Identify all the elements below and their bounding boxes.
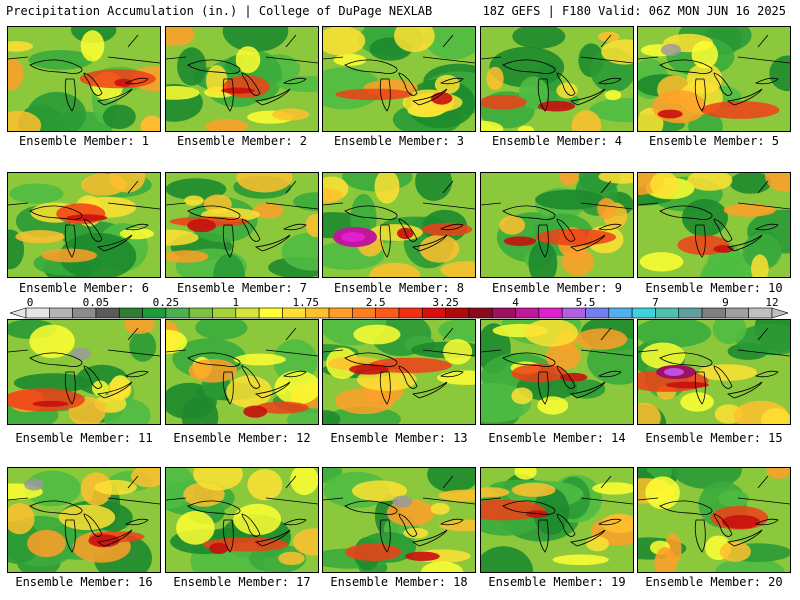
colorbar-tick-label: 0 bbox=[27, 296, 34, 309]
ensemble-member-label: Ensemble Member: 6 bbox=[18, 281, 150, 295]
colorbar-swatch bbox=[188, 307, 213, 319]
colorbar-swatch bbox=[375, 307, 400, 319]
colorbar-tick-label: 3.25 bbox=[432, 296, 459, 309]
ensemble-member-map bbox=[7, 172, 161, 278]
ensemble-member-label: Ensemble Member: 17 bbox=[173, 575, 311, 589]
ensemble-member-label: Ensemble Member: 20 bbox=[645, 575, 783, 589]
colorbar-tick-label: 7 bbox=[652, 296, 659, 309]
ensemble-member-label: Ensemble Member: 16 bbox=[15, 575, 153, 589]
colorbar-swatch bbox=[165, 307, 190, 319]
colorbar-swatch bbox=[515, 307, 540, 319]
colorbar-swatch bbox=[468, 307, 493, 319]
colorbar-swatch bbox=[538, 307, 563, 319]
ensemble-member-map bbox=[637, 467, 791, 573]
colorbar-swatch bbox=[25, 307, 50, 319]
ensemble-member-label: Ensemble Member: 18 bbox=[330, 575, 468, 589]
ensemble-member-map bbox=[165, 467, 319, 573]
colorbar-swatch bbox=[49, 307, 73, 319]
ensemble-member-map bbox=[322, 467, 476, 573]
colorbar-swatch bbox=[142, 307, 167, 319]
ensemble-member-label: Ensemble Member: 10 bbox=[645, 281, 783, 295]
ensemble-member-map bbox=[480, 26, 634, 132]
ensemble-member-map bbox=[322, 172, 476, 278]
colorbar-right-arrow bbox=[771, 307, 788, 319]
ensemble-member-label: Ensemble Member: 2 bbox=[176, 134, 308, 148]
ensemble-member-label: Ensemble Member: 19 bbox=[488, 575, 626, 589]
colorbar-swatch bbox=[748, 307, 773, 319]
colorbar-swatch bbox=[655, 307, 680, 319]
colorbar-swatch bbox=[422, 307, 446, 319]
ensemble-member-label: Ensemble Member: 11 bbox=[15, 431, 153, 445]
ensemble-member-label: Ensemble Member: 13 bbox=[330, 431, 468, 445]
map-title: Precipitation Accumulation (in.) | Colle… bbox=[6, 4, 433, 18]
colorbar-swatch bbox=[725, 307, 749, 319]
ensemble-member-map bbox=[7, 26, 161, 132]
ensemble-member-map bbox=[7, 467, 161, 573]
colorbar-swatch bbox=[282, 307, 307, 319]
colorbar-swatch bbox=[235, 307, 260, 319]
colorbar-swatch bbox=[305, 307, 330, 319]
colorbar-tick-label: 0.05 bbox=[83, 296, 110, 309]
ensemble-member-map bbox=[7, 319, 161, 425]
colorbar-swatch bbox=[398, 307, 423, 319]
ensemble-member-label: Ensemble Member: 14 bbox=[488, 431, 626, 445]
colorbar-swatch bbox=[328, 307, 353, 319]
ensemble-member-map bbox=[480, 172, 634, 278]
colorbar-swatch bbox=[72, 307, 97, 319]
colorbar-tick-label: 4 bbox=[512, 296, 519, 309]
ensemble-member-label: Ensemble Member: 5 bbox=[648, 134, 780, 148]
ensemble-member-label: Ensemble Member: 1 bbox=[18, 134, 150, 148]
ensemble-member-map bbox=[480, 467, 634, 573]
colorbar-swatch bbox=[118, 307, 143, 319]
ensemble-member-map bbox=[322, 319, 476, 425]
ensemble-member-map bbox=[165, 319, 319, 425]
ensemble-member-label: Ensemble Member: 12 bbox=[173, 431, 311, 445]
ensemble-member-label: Ensemble Member: 8 bbox=[333, 281, 465, 295]
colorbar-swatch bbox=[561, 307, 586, 319]
ensemble-member-map bbox=[165, 26, 319, 132]
colorbar-swatch bbox=[491, 307, 516, 319]
ensemble-member-map bbox=[322, 26, 476, 132]
colorbar-tick-label: 2.5 bbox=[366, 296, 386, 309]
colorbar-tick-label: 5.5 bbox=[576, 296, 596, 309]
ensemble-member-map bbox=[637, 319, 791, 425]
ensemble-member-label: Ensemble Member: 7 bbox=[176, 281, 308, 295]
ensemble-member-map bbox=[165, 172, 319, 278]
ensemble-member-map bbox=[637, 172, 791, 278]
colorbar-swatch bbox=[585, 307, 610, 319]
colorbar-tick-label: 1 bbox=[232, 296, 239, 309]
colorbar-swatch bbox=[678, 307, 703, 319]
ensemble-member-label: Ensemble Member: 4 bbox=[491, 134, 623, 148]
colorbar-swatch bbox=[445, 307, 470, 319]
colorbar-swatch bbox=[95, 307, 120, 319]
colorbar-swatch bbox=[631, 307, 656, 319]
ensemble-member-label: Ensemble Member: 15 bbox=[645, 431, 783, 445]
colorbar-swatch bbox=[258, 307, 283, 319]
precipitation-colorbar: 0 0.05 0.25 1 1.75 2.5 3.25 4 5.5 7 9 12 bbox=[10, 296, 788, 319]
colorbar-left-arrow bbox=[10, 307, 27, 319]
colorbar-swatch bbox=[352, 307, 376, 319]
colorbar-swatch bbox=[212, 307, 237, 319]
model-run-info: 18Z GEFS | F180 Valid: 06Z MON JUN 16 20… bbox=[482, 4, 786, 18]
colorbar-swatch bbox=[608, 307, 633, 319]
ensemble-member-label: Ensemble Member: 3 bbox=[333, 134, 465, 148]
colorbar-tick-label: 12 bbox=[765, 296, 778, 309]
ensemble-member-map bbox=[637, 26, 791, 132]
colorbar-tick-label: 9 bbox=[722, 296, 729, 309]
colorbar-tick-label: 0.25 bbox=[153, 296, 180, 309]
colorbar-swatch bbox=[701, 307, 726, 319]
colorbar-tick-label: 1.75 bbox=[293, 296, 320, 309]
ensemble-member-label: Ensemble Member: 9 bbox=[491, 281, 623, 295]
ensemble-member-map bbox=[480, 319, 634, 425]
